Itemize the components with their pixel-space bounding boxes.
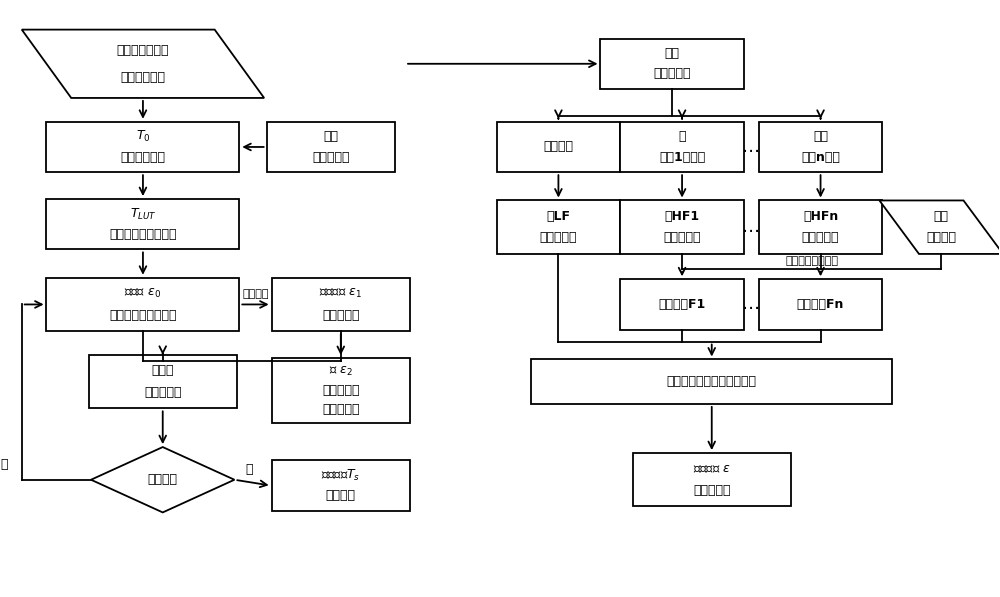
Text: 低频系数: 低频系数 <box>543 140 573 153</box>
Text: 射率曲线 $\varepsilon_1$: 射率曲线 $\varepsilon_1$ <box>319 287 362 300</box>
Text: 辐射: 辐射 <box>934 210 949 223</box>
FancyBboxPatch shape <box>600 39 744 89</box>
Text: 比例系数F1: 比例系数F1 <box>658 298 706 311</box>
Text: 变换: 变换 <box>665 47 680 60</box>
Text: 滤波后的发: 滤波后的发 <box>322 309 360 322</box>
Text: 高光谱热红外: 高光谱热红外 <box>120 70 165 84</box>
FancyBboxPatch shape <box>46 199 239 250</box>
Text: 尺度n高频: 尺度n高频 <box>801 150 840 164</box>
FancyBboxPatch shape <box>89 355 237 408</box>
Text: 最大值？: 最大值？ <box>148 473 178 486</box>
FancyBboxPatch shape <box>759 122 882 172</box>
Text: …: … <box>742 218 760 236</box>
Text: 多尺度小波: 多尺度小波 <box>653 67 691 81</box>
Text: 系数: 系数 <box>813 130 828 143</box>
Text: 低频重构分: 低频重构分 <box>540 232 577 244</box>
Text: 离地辐亮度数据: 离地辐亮度数据 <box>117 44 169 57</box>
Text: 化法: 化法 <box>323 130 338 143</box>
Text: 量HF1: 量HF1 <box>665 210 700 223</box>
FancyBboxPatch shape <box>46 122 239 172</box>
Polygon shape <box>879 201 1000 254</box>
Text: 建立温度梯度查找表: 建立温度梯度查找表 <box>109 228 177 241</box>
Text: 比例系数Fn: 比例系数Fn <box>797 298 844 311</box>
FancyBboxPatch shape <box>46 278 239 331</box>
Text: 反演结果$T_s$: 反演结果$T_s$ <box>321 468 360 483</box>
FancyBboxPatch shape <box>272 278 410 331</box>
Text: 尺度1高频系: 尺度1高频系 <box>659 150 705 164</box>
Text: 按比例叠加各尺度重构分量: 按比例叠加各尺度重构分量 <box>667 375 757 388</box>
Text: …: … <box>742 296 760 313</box>
Text: 量HFn: 量HFn <box>803 210 838 223</box>
Text: 计算温度初值: 计算温度初值 <box>120 150 165 164</box>
Text: 发射率曲线: 发射率曲线 <box>693 484 730 497</box>
Text: $T_{LUT}$: $T_{LUT}$ <box>130 207 156 221</box>
FancyBboxPatch shape <box>633 453 791 506</box>
Text: …: … <box>742 138 760 156</box>
FancyBboxPatch shape <box>272 460 410 511</box>
Text: 高频重构分: 高频重构分 <box>663 232 701 244</box>
Polygon shape <box>22 30 264 98</box>
Text: 数: 数 <box>678 130 686 143</box>
FancyBboxPatch shape <box>272 358 410 423</box>
Text: 计算线性相: 计算线性相 <box>144 386 181 399</box>
FancyBboxPatch shape <box>531 359 892 404</box>
Text: $T_0$: $T_0$ <box>136 130 150 144</box>
Polygon shape <box>91 447 234 512</box>
FancyBboxPatch shape <box>497 122 620 172</box>
Text: 线 $\varepsilon_2$: 线 $\varepsilon_2$ <box>329 365 353 378</box>
Text: 地物发射率: 地物发射率 <box>322 403 360 416</box>
Text: 地物温度: 地物温度 <box>326 490 356 502</box>
Text: 初步估计曲: 初步估计曲 <box>322 384 360 397</box>
Text: 关系数: 关系数 <box>151 365 174 377</box>
FancyBboxPatch shape <box>497 201 620 254</box>
FancyBboxPatch shape <box>267 122 395 172</box>
FancyBboxPatch shape <box>759 279 882 330</box>
Text: 反演结果 $\varepsilon$: 反演结果 $\varepsilon$ <box>693 463 731 476</box>
Text: 量LF: 量LF <box>546 210 570 223</box>
Text: 大气下行: 大气下行 <box>926 232 956 244</box>
Text: 小波滤波: 小波滤波 <box>242 289 269 298</box>
Text: 发射率归一: 发射率归一 <box>312 150 350 164</box>
Text: 计算线性相关系数: 计算线性相关系数 <box>785 256 838 266</box>
FancyBboxPatch shape <box>620 279 744 330</box>
FancyBboxPatch shape <box>620 122 744 172</box>
Text: 高频重构分: 高频重构分 <box>802 232 839 244</box>
Text: 是: 是 <box>246 463 253 476</box>
FancyBboxPatch shape <box>620 201 744 254</box>
Text: 查找温度、初始发射: 查找温度、初始发射 <box>109 309 177 322</box>
FancyBboxPatch shape <box>759 201 882 254</box>
Text: 否: 否 <box>0 458 8 472</box>
Text: 率曲线 $\varepsilon_0$: 率曲线 $\varepsilon_0$ <box>124 287 162 300</box>
